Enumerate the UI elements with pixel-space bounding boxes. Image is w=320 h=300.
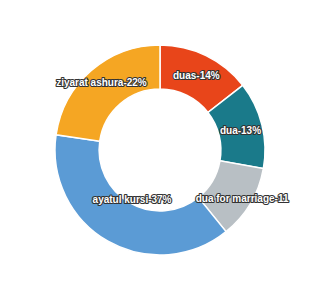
donut-slice	[56, 45, 160, 141]
data-label: ayatul kursi-37%	[93, 194, 172, 205]
data-label: duas-14%	[173, 70, 220, 81]
chart: duas-14% dua-13% dua for marriage-11 ayatul…	[0, 0, 320, 300]
chart-container: duas-14% dua-13% dua for marriage-11 ayatul…	[0, 0, 320, 300]
data-label: ziyarat ashura-22%	[56, 77, 147, 88]
slices	[55, 45, 265, 255]
data-label: dua-13%	[220, 125, 261, 136]
donut-slice	[208, 85, 265, 168]
data-label: dua for marriage-11	[196, 193, 289, 204]
data-labels: duas-14% dua-13% dua for marriage-11 ayatul…	[56, 70, 289, 205]
